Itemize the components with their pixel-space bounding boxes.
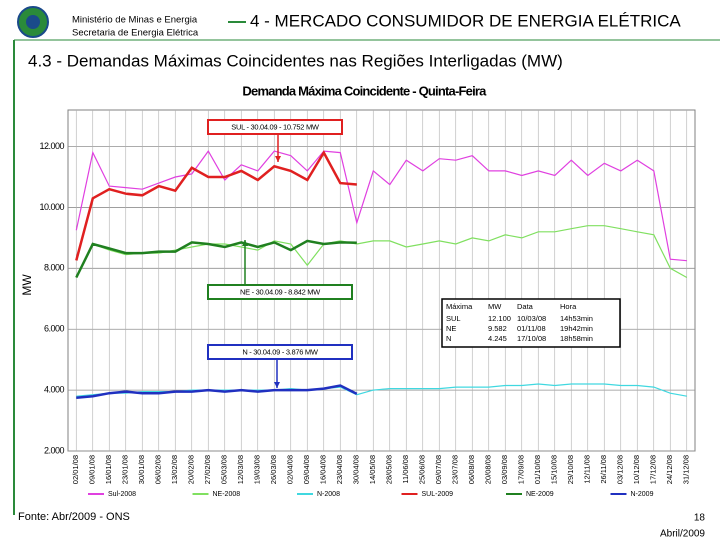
x-tick-label: 23/04/08 bbox=[335, 455, 344, 484]
series-line bbox=[76, 384, 358, 399]
x-tick-label: 26/11/08 bbox=[599, 455, 608, 484]
x-tick-label: 09/07/08 bbox=[434, 455, 443, 484]
table-cell: 14h53min bbox=[560, 314, 593, 323]
x-tick-label: 02/01/08 bbox=[71, 455, 80, 484]
table-cell: 10/03/08 bbox=[517, 314, 546, 323]
x-tick-label: 12/11/08 bbox=[583, 455, 592, 484]
legend-label: N-2008 bbox=[317, 491, 340, 498]
legend-label: NE-2008 bbox=[213, 491, 241, 498]
y-tick-label: 6.000 bbox=[44, 324, 65, 334]
table-cell: 01/11/08 bbox=[517, 324, 546, 333]
x-tick-label: 13/02/08 bbox=[170, 455, 179, 484]
annotation-text: SUL - 30.04.09 - 10.752 MW bbox=[231, 122, 320, 131]
table-header: MW bbox=[488, 302, 502, 311]
table-cell: 17/10/08 bbox=[517, 334, 546, 343]
chart-title: Demanda Máxima Coincidente - Quinta-Feir… bbox=[242, 83, 487, 98]
y-tick-label: 2.000 bbox=[44, 445, 65, 455]
legend-label: N-2009 bbox=[631, 491, 654, 498]
y-tick-label: 8.000 bbox=[44, 263, 65, 273]
x-tick-label: 11/06/08 bbox=[401, 455, 410, 484]
annotation-box bbox=[207, 344, 353, 360]
x-tick-label: 06/02/08 bbox=[154, 455, 163, 484]
annotation-text: NE - 30.04.09 - 8.842 MW bbox=[240, 287, 321, 296]
table-cell: N bbox=[446, 334, 451, 343]
arrow-head bbox=[275, 156, 281, 162]
arrow-head bbox=[274, 382, 280, 388]
x-tick-label: 10/12/08 bbox=[632, 455, 641, 484]
x-tick-label: 05/03/08 bbox=[220, 455, 229, 484]
y-tick-label: 10.000 bbox=[39, 202, 64, 212]
x-tick-label: 20/02/08 bbox=[187, 455, 196, 484]
x-tick-label: 16/01/08 bbox=[104, 455, 113, 484]
x-tick-label: 14/05/08 bbox=[368, 455, 377, 484]
y-axis-label: MW bbox=[20, 274, 34, 296]
secretariat: Secretaria de Energia Elétrica bbox=[72, 28, 199, 39]
x-tick-label: 23/07/08 bbox=[451, 455, 460, 484]
x-tick-label: 17/12/08 bbox=[649, 455, 658, 484]
table-cell: NE bbox=[446, 324, 456, 333]
x-tick-label: 15/10/08 bbox=[550, 455, 559, 484]
series-line bbox=[75, 149, 687, 262]
x-tick-label: 19/03/08 bbox=[253, 455, 262, 484]
x-tick-label: 25/06/08 bbox=[418, 455, 427, 484]
ministry: Ministério de Minas e Energia bbox=[72, 15, 198, 26]
legend-label: Sul-2008 bbox=[108, 491, 136, 498]
x-tick-label: 30/01/08 bbox=[137, 455, 146, 484]
x-tick-label: 12/03/08 bbox=[236, 455, 245, 484]
table-cell: 12.100 bbox=[488, 314, 511, 323]
x-tick-label: 09/01/08 bbox=[88, 455, 97, 484]
table-cell: 18h58min bbox=[560, 334, 593, 343]
x-tick-label: 16/04/08 bbox=[319, 455, 328, 484]
arrow-head bbox=[242, 240, 248, 246]
slide-subtitle: 4.3 - Demandas Máximas Coincidentes nas … bbox=[28, 51, 563, 70]
date: Abril/2009 bbox=[660, 529, 705, 540]
table-cell: 4.245 bbox=[488, 334, 507, 343]
annotation-text: N - 30.04.09 - 3.876 MW bbox=[242, 347, 318, 356]
page-number: 18 bbox=[694, 513, 706, 524]
table-header: Data bbox=[517, 302, 534, 311]
x-tick-label: 29/10/08 bbox=[566, 455, 575, 484]
y-tick-label: 12.000 bbox=[39, 141, 64, 151]
table-header: Hora bbox=[560, 302, 577, 311]
emblem-center bbox=[26, 15, 40, 29]
table-header: Máxima bbox=[446, 302, 473, 311]
x-tick-label: 17/09/08 bbox=[517, 455, 526, 484]
legend-label: NE-2009 bbox=[526, 491, 554, 498]
section-title: 4 - MERCADO CONSUMIDOR DE ENERGIA ELÉTRI… bbox=[250, 11, 681, 30]
x-tick-label: 01/10/08 bbox=[533, 455, 542, 484]
table-cell: 19h42min bbox=[560, 324, 593, 333]
table-cell: SUL bbox=[446, 314, 461, 323]
plot-area bbox=[67, 109, 696, 452]
x-tick-label: 02/04/08 bbox=[286, 455, 295, 484]
annotation-box bbox=[207, 119, 343, 135]
x-tick-label: 31/12/08 bbox=[682, 455, 691, 484]
source: Fonte: Abr/2009 - ONS bbox=[18, 511, 130, 523]
annotation-box bbox=[207, 284, 353, 300]
x-tick-label: 06/08/08 bbox=[467, 455, 476, 484]
x-tick-label: 20/08/08 bbox=[484, 455, 493, 484]
x-tick-label: 30/04/08 bbox=[352, 455, 361, 484]
x-tick-label: 28/05/08 bbox=[385, 455, 394, 484]
x-tick-label: 03/09/08 bbox=[500, 455, 509, 484]
x-tick-label: 09/04/08 bbox=[302, 455, 311, 484]
x-tick-label: 03/12/08 bbox=[616, 455, 625, 484]
y-tick-label: 4.000 bbox=[44, 384, 65, 394]
x-tick-label: 24/12/08 bbox=[665, 455, 674, 484]
table-box bbox=[441, 298, 621, 348]
x-tick-label: 27/02/08 bbox=[203, 455, 212, 484]
legend-label: SUL-2009 bbox=[422, 491, 454, 498]
table-cell: 9.582 bbox=[488, 324, 507, 333]
x-tick-label: 23/01/08 bbox=[121, 455, 130, 484]
x-tick-label: 26/03/08 bbox=[269, 455, 278, 484]
series-line bbox=[75, 239, 357, 279]
series-line bbox=[75, 150, 357, 261]
